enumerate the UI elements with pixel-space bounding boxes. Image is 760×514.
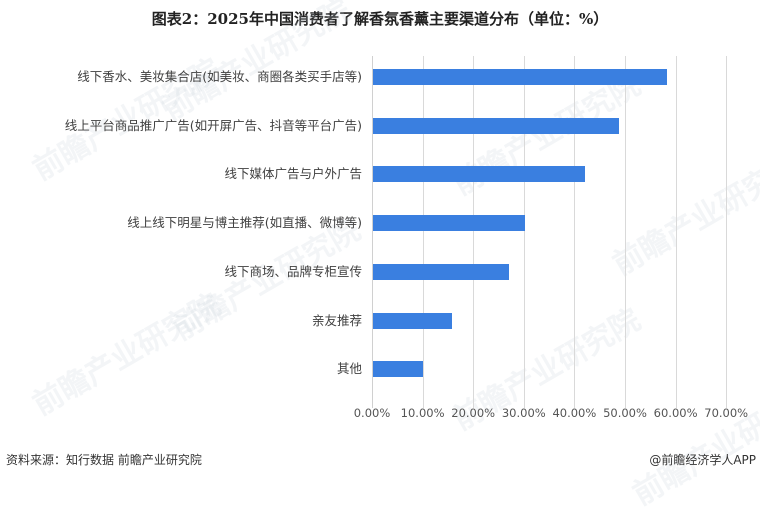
bar: [373, 215, 525, 232]
x-tick-label: 70.00%: [704, 406, 749, 420]
bar-chart: 前瞻产业研究院 前瞻产业研究院 前瞻产业研究院 前瞻产业研究院 前瞻产业研究院 前瞻产业研…: [27, 0, 760, 513]
x-tick-label: 20.00%: [451, 406, 496, 420]
watermark-text: 前瞻产业研究院: [27, 287, 227, 423]
gridline: [574, 56, 576, 408]
gridline: [726, 56, 728, 408]
gridline: [523, 56, 525, 408]
category-label: 线上线下明星与博主推荐(如直播、微博等): [127, 215, 362, 231]
category-label: 其他: [336, 361, 362, 377]
category-label: 亲友推荐: [311, 312, 362, 328]
x-tick-label: 30.00%: [501, 406, 546, 420]
category-label: 线上平台商品推广广告(如开屏广告、抖音等平台广告): [64, 117, 362, 133]
watermark-text: 前瞻产业研究院: [607, 147, 760, 283]
source-note: 资料来源：知行数据 前瞻产业研究院: [6, 453, 202, 467]
bar: [373, 166, 585, 183]
category-label: 线下商场、品牌专柜宣传: [224, 263, 362, 279]
bar: [373, 263, 510, 280]
y-axis-line: [372, 56, 373, 408]
bar: [373, 117, 619, 134]
category-label: 线下媒体广告与户外广告: [224, 166, 362, 182]
credit-note: @前瞻经济学人APP: [649, 453, 756, 467]
gridline: [422, 56, 424, 408]
gridline: [473, 56, 475, 408]
gridline: [625, 56, 626, 408]
x-tick-label: 40.00%: [552, 406, 597, 420]
chart-title: 图表2：2025年中国消费者了解香氛香薰主要渠道分布（单位：%）: [151, 10, 609, 28]
x-tick-label: 60.00%: [653, 406, 698, 420]
watermark-text: 前瞻产业研究院: [627, 377, 760, 513]
gridline: [675, 56, 677, 408]
x-tick-label: 50.00%: [603, 406, 647, 420]
bar: [373, 69, 667, 85]
category-label: 线下香水、美妆集合店(如美妆、商圈各类买手店等): [77, 69, 362, 84]
x-tick-label: 0.00%: [353, 406, 391, 420]
x-tick-label: 10.00%: [400, 406, 445, 420]
bar: [373, 312, 452, 329]
watermark-text: 前瞻产业研究院: [157, 0, 357, 128]
bar: [373, 361, 424, 378]
